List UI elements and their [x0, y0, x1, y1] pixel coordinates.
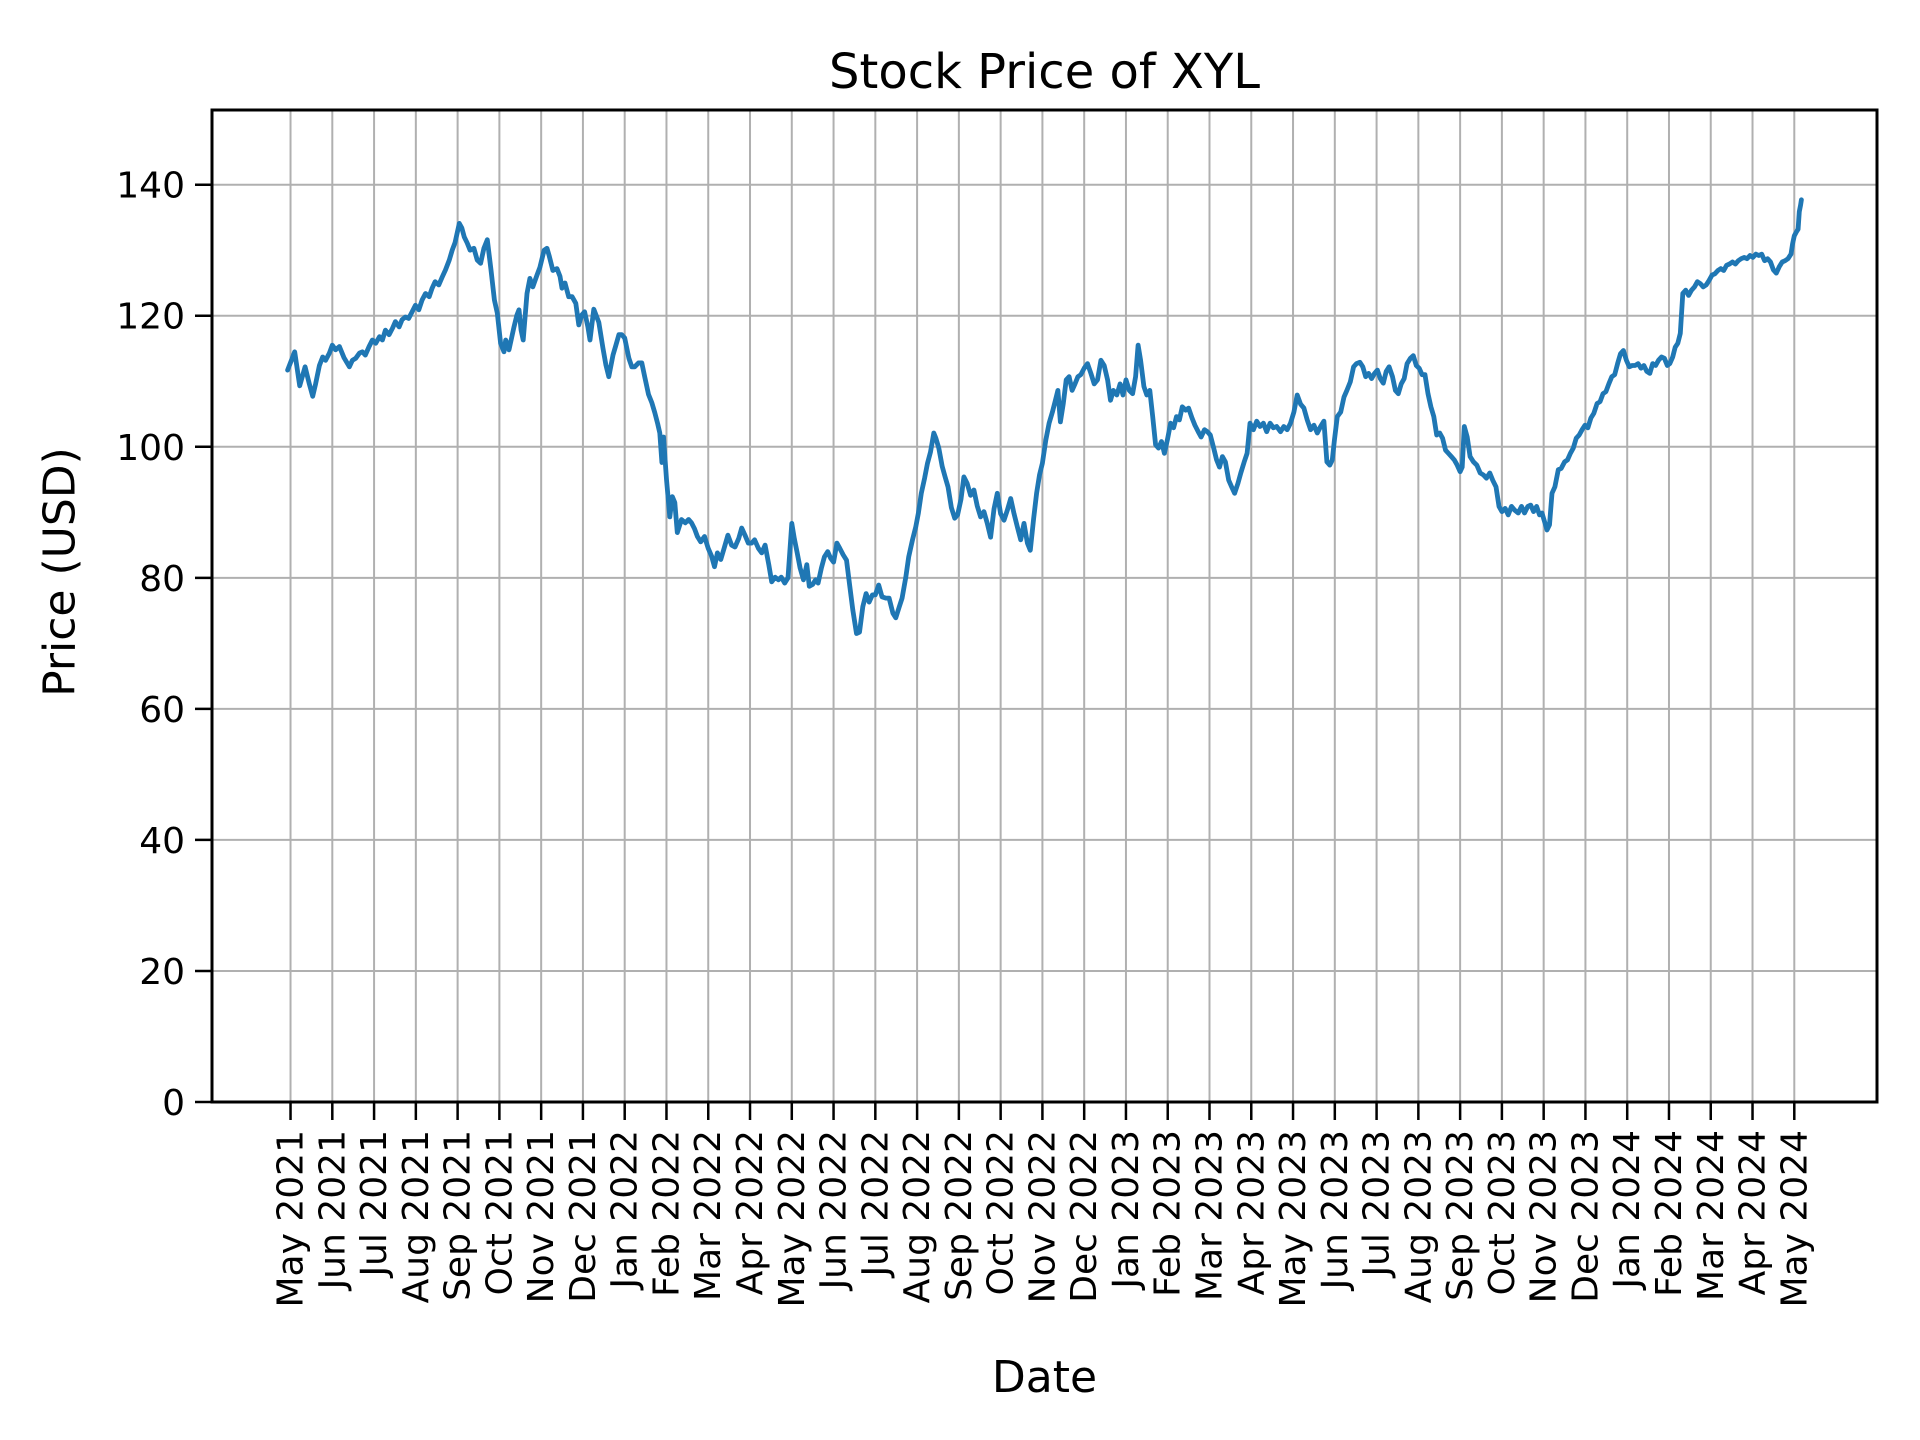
- x-tick-label: Apr 2023: [1231, 1130, 1272, 1295]
- x-tick-label: May 2024: [1774, 1130, 1815, 1308]
- x-tick-label: Sep 2023: [1440, 1130, 1481, 1301]
- grid: [212, 110, 1877, 1103]
- y-tick-label: 40: [139, 821, 185, 862]
- x-tick-label: Oct 2021: [479, 1130, 520, 1295]
- x-tick-label: Nov 2021: [521, 1130, 562, 1303]
- x-tick-label: Sep 2022: [939, 1130, 980, 1301]
- x-tick-label: Jul 2021: [354, 1130, 395, 1279]
- x-tick-label: Jan 2023: [1106, 1130, 1147, 1291]
- x-tick-label: Jul 2022: [855, 1130, 896, 1279]
- x-tick-label: Mar 2022: [688, 1130, 729, 1301]
- x-tick-label: Nov 2022: [1022, 1130, 1063, 1303]
- y-axis-label: Price (USD): [34, 447, 86, 697]
- x-tick-label: Feb 2022: [646, 1130, 687, 1297]
- x-tick-label: Mar 2024: [1691, 1130, 1732, 1301]
- y-tick-label: 60: [139, 690, 185, 731]
- y-tick-label: 100: [116, 428, 185, 469]
- x-tick-label: May 2022: [772, 1130, 813, 1308]
- x-tick-label: Dec 2022: [1064, 1130, 1105, 1303]
- x-tick-label: Apr 2022: [730, 1130, 771, 1295]
- axes-spines: [210, 108, 1879, 1104]
- x-tick-label: Sep 2021: [438, 1130, 479, 1301]
- y-tick-label: 140: [116, 166, 185, 207]
- y-tick-label: 20: [139, 952, 185, 993]
- x-tick-label: Jan 2022: [605, 1130, 646, 1291]
- x-tick-label: Dec 2021: [563, 1130, 604, 1303]
- y-tick-label: 80: [139, 559, 185, 600]
- x-tick-label: Feb 2024: [1649, 1130, 1690, 1297]
- y-tick-label: 120: [116, 297, 185, 338]
- x-tick-label: May 2021: [271, 1130, 312, 1308]
- x-tick-label: Feb 2023: [1148, 1130, 1189, 1297]
- x-tick-label: Apr 2024: [1733, 1130, 1774, 1295]
- x-tick-label: Jun 2023: [1315, 1130, 1356, 1291]
- x-tick-label: Jun 2021: [312, 1130, 353, 1291]
- x-tick-label: Nov 2023: [1524, 1130, 1565, 1303]
- x-tick-label: Aug 2023: [1398, 1130, 1439, 1303]
- x-tick-label: Dec 2023: [1565, 1130, 1606, 1303]
- x-tick-label: Mar 2023: [1189, 1130, 1230, 1301]
- x-tick-label: Jul 2023: [1357, 1130, 1398, 1279]
- ticks: [195, 183, 1796, 1120]
- x-axis-label: Date: [991, 1352, 1098, 1403]
- x-tick-label: Oct 2022: [981, 1130, 1022, 1295]
- tick-labels: May 2021 Jun 2021 Jul 2021 Aug 2021 Sep 2021…: [116, 166, 1815, 1308]
- x-tick-label: Jan 2024: [1607, 1130, 1648, 1291]
- x-tick-label: Aug 2022: [897, 1130, 938, 1303]
- price-line: [285, 197, 1804, 636]
- y-tick-label: 0: [162, 1083, 185, 1124]
- x-tick-label: Jun 2022: [814, 1130, 855, 1291]
- x-tick-label: Aug 2021: [396, 1130, 437, 1303]
- x-tick-label: May 2023: [1273, 1130, 1314, 1308]
- chart-title: Stock Price of XYL: [829, 44, 1260, 100]
- x-tick-label: Oct 2023: [1482, 1130, 1523, 1295]
